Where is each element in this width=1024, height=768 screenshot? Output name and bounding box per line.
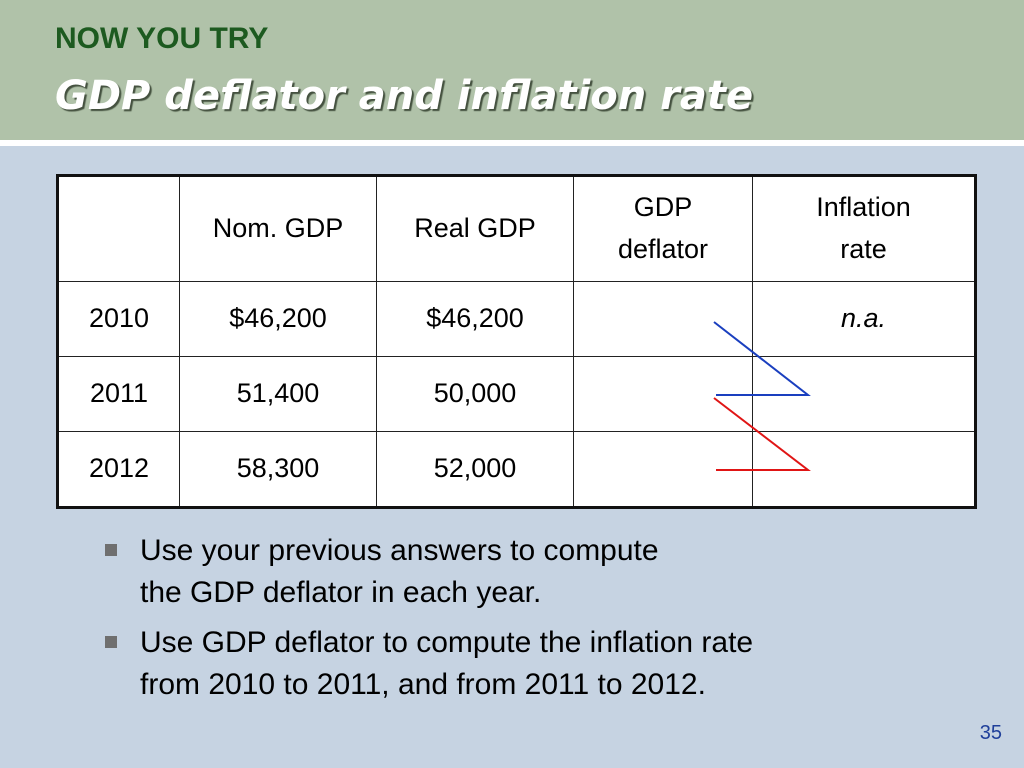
slide-kicker: NOW YOU TRY bbox=[55, 22, 269, 55]
cell-year: 2012 bbox=[57, 431, 180, 508]
header-inflation-rate-line-2: rate bbox=[840, 234, 887, 264]
slide-title: GDP deflator and inflation rate bbox=[55, 73, 754, 119]
bullet-2-line-2: from 2010 to 2011, and from 2011 to 2012… bbox=[140, 668, 706, 701]
cell-real-gdp: $46,200 bbox=[376, 281, 574, 357]
cell-nominal-gdp: 51,400 bbox=[179, 356, 377, 432]
header-cell-inflation-rate: Inflation rate bbox=[752, 175, 976, 282]
header-inflation-rate-line-1: Inflation bbox=[816, 192, 911, 223]
bullet-1-line-1: Use your previous answers to compute bbox=[140, 534, 659, 567]
header-gdp-deflator-line-1: GDP bbox=[633, 192, 693, 223]
cell-gdp-deflator bbox=[573, 431, 753, 508]
cell-gdp-deflator bbox=[573, 356, 753, 432]
cell-real-gdp: 50,000 bbox=[376, 356, 574, 432]
cell-inflation-rate bbox=[752, 431, 976, 508]
bullet-item-1: Use your previous answers to compute the… bbox=[103, 530, 983, 614]
cell-inflation-rate: n.a. bbox=[752, 281, 976, 357]
title-bar bbox=[0, 0, 1024, 140]
table-row-2012: 2012 58,300 52,000 bbox=[57, 431, 976, 508]
square-bullet-icon bbox=[105, 544, 117, 556]
bullet-list: Use your previous answers to compute the… bbox=[103, 530, 983, 714]
cell-real-gdp: 52,000 bbox=[376, 431, 574, 508]
cell-nominal-gdp: $46,200 bbox=[179, 281, 377, 357]
bullet-1-line-2: the GDP deflator in each year. bbox=[140, 576, 542, 609]
bullet-2-line-1: Use GDP deflator to compute the inflatio… bbox=[140, 626, 754, 659]
cell-year: 2010 bbox=[57, 281, 180, 357]
header-cell-year bbox=[57, 175, 180, 282]
header-cell-gdp-deflator: GDP deflator bbox=[573, 175, 753, 282]
cell-nominal-gdp: 58,300 bbox=[179, 431, 377, 508]
gdp-table: Nom. GDP Real GDP GDP deflator Inflation… bbox=[56, 174, 977, 509]
title-divider bbox=[0, 140, 1024, 146]
cell-year: 2011 bbox=[57, 356, 180, 432]
square-bullet-icon bbox=[105, 636, 117, 648]
header-gdp-deflator-line-2: deflator bbox=[617, 234, 709, 264]
table-header-row: Nom. GDP Real GDP GDP deflator Inflation… bbox=[57, 175, 976, 282]
header-cell-real-gdp: Real GDP bbox=[376, 175, 574, 282]
cell-gdp-deflator bbox=[573, 281, 753, 357]
slide-number: 35 bbox=[979, 722, 1002, 744]
table-row-2011: 2011 51,400 50,000 bbox=[57, 356, 976, 432]
cell-inflation-rate bbox=[752, 356, 976, 432]
bullet-item-2: Use GDP deflator to compute the inflatio… bbox=[103, 622, 983, 706]
header-cell-nominal-gdp: Nom. GDP bbox=[179, 175, 377, 282]
table-row-2010: 2010 $46,200 $46,200 n.a. bbox=[57, 281, 976, 357]
